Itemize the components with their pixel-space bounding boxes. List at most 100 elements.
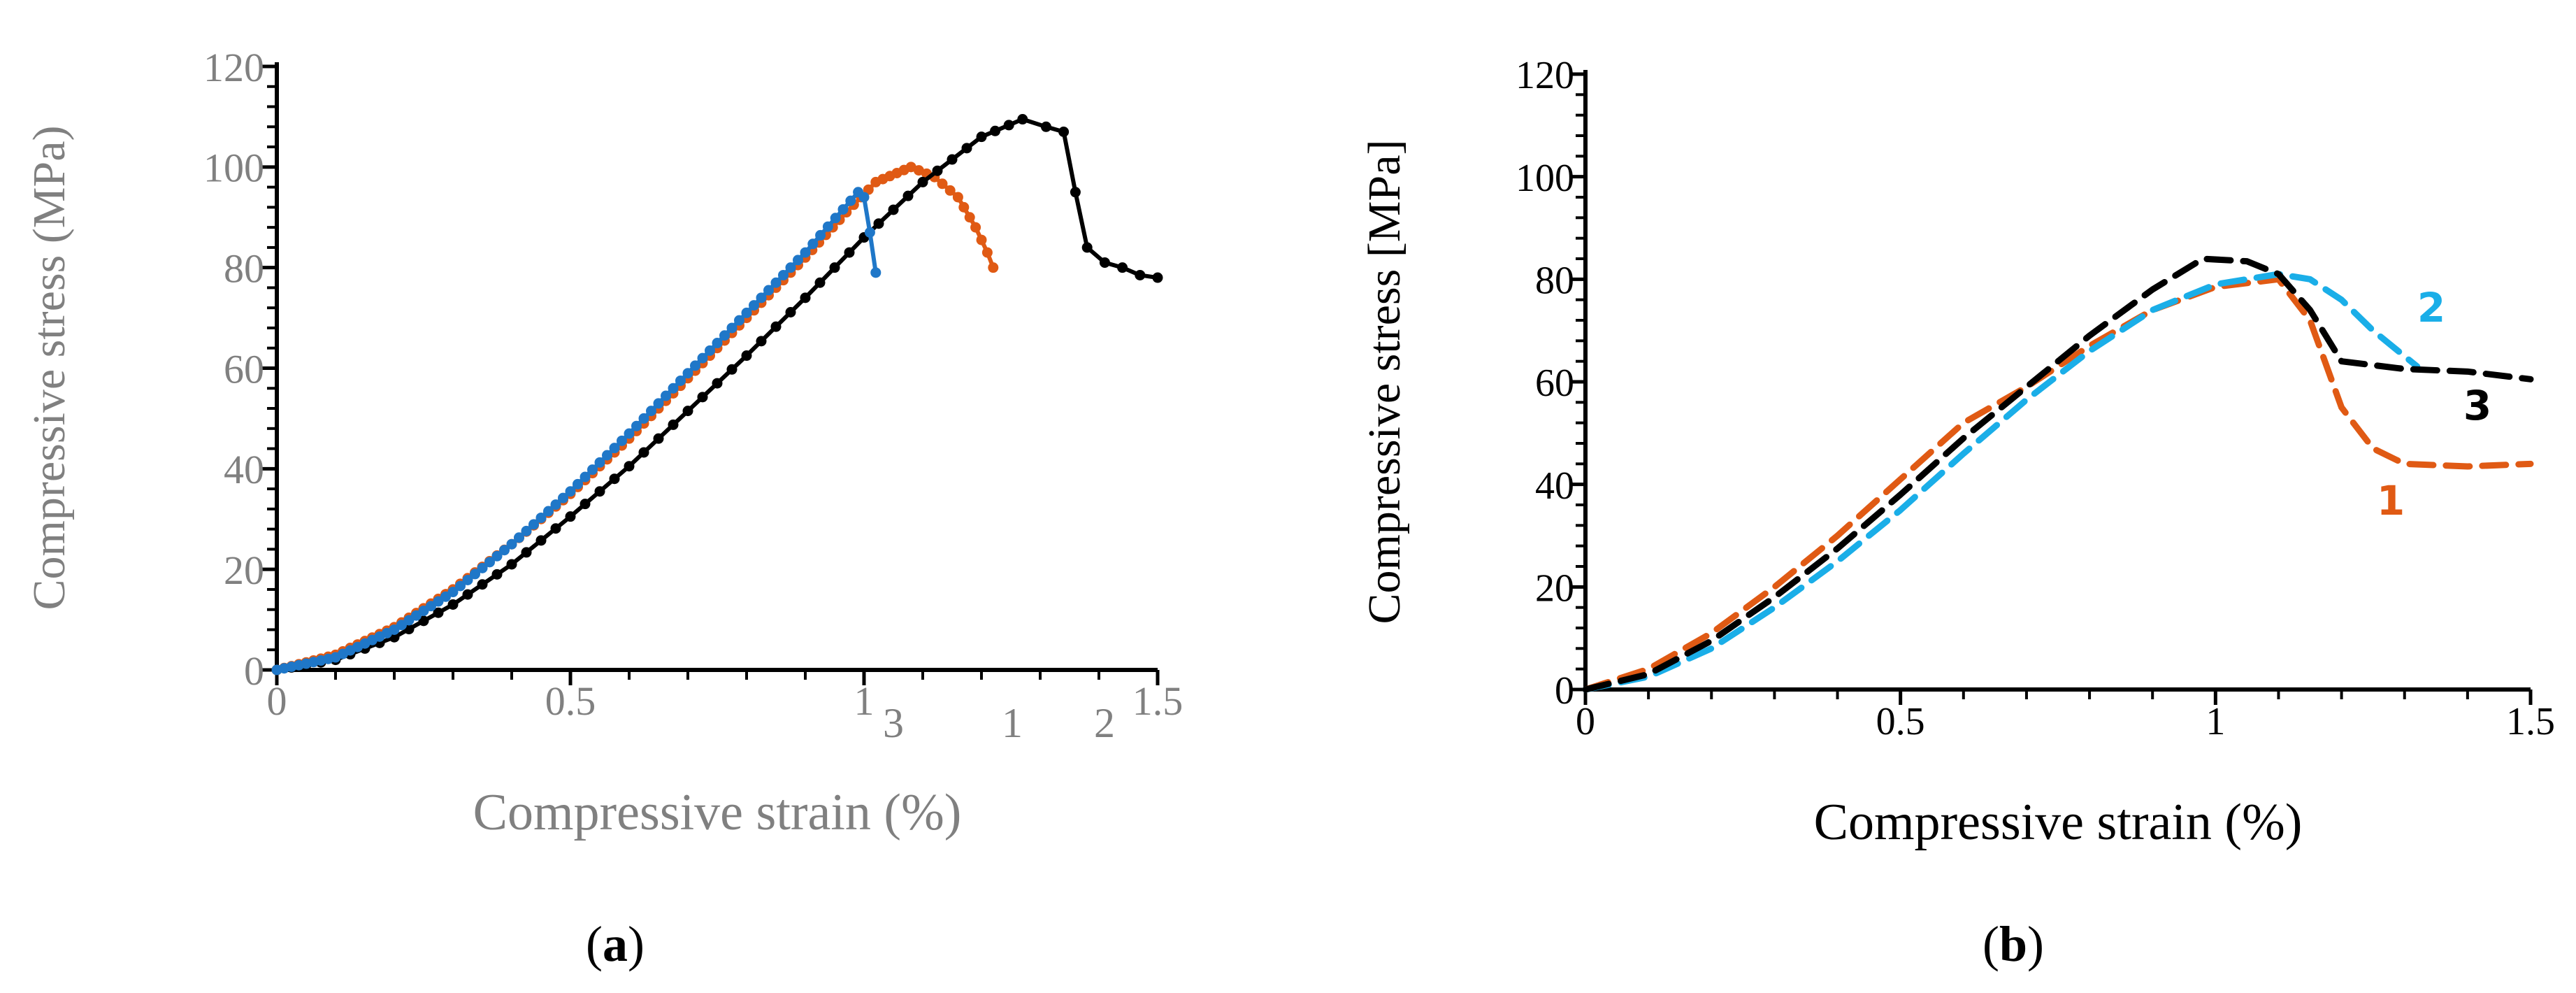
data-point-1	[944, 185, 956, 196]
panel-caption: (a)	[586, 916, 645, 972]
data-point-2	[829, 262, 840, 273]
data-point-3	[661, 390, 671, 401]
data-point-3	[594, 457, 605, 468]
data-point-2	[697, 392, 708, 403]
data-point-2	[1017, 114, 1028, 125]
data-point-3	[521, 525, 532, 536]
data-point-3	[491, 550, 503, 562]
data-point-1	[981, 247, 993, 258]
data-point-3	[800, 247, 811, 258]
data-point-3	[778, 269, 789, 280]
data-point-3	[470, 569, 480, 580]
data-point-3	[580, 471, 591, 483]
series-label-1: 1	[1002, 700, 1023, 746]
data-point-3	[462, 574, 473, 585]
data-point-3	[734, 315, 744, 326]
data-point-2	[976, 131, 987, 143]
data-point-3	[697, 352, 708, 364]
data-point-2	[609, 473, 620, 485]
data-point-2	[785, 306, 796, 317]
data-point-3	[646, 406, 656, 417]
y-tick-label: 60	[1535, 362, 1574, 405]
data-point-3	[609, 443, 620, 454]
caption-letter: a	[603, 916, 628, 972]
data-point-3	[624, 428, 635, 439]
data-point-2	[580, 499, 591, 510]
panel-a: 0 20 40 60 80 100 120 0 0.5 1 1.5 Compressive strai…	[24, 45, 1183, 972]
x-axis-title: Compressive strain (%)	[473, 784, 962, 841]
data-point-3	[631, 420, 642, 431]
data-point-2	[1081, 242, 1093, 253]
data-point-3	[864, 227, 875, 238]
data-point-1	[913, 165, 924, 176]
data-point-3	[870, 267, 882, 278]
data-point-2	[726, 364, 737, 375]
caption-paren-close: )	[2027, 916, 2044, 972]
data-point-2	[433, 607, 444, 618]
data-point-1	[937, 178, 948, 190]
series-line-1	[1582, 276, 2534, 693]
data-point-2	[888, 204, 899, 215]
data-point-3	[653, 398, 664, 409]
data-point-3	[741, 307, 752, 318]
data-point-2	[1117, 262, 1128, 273]
x-tick-label: 0	[267, 678, 287, 724]
data-point-2	[917, 176, 928, 187]
y-axis-title: Compressive stress (MPa)	[24, 126, 75, 610]
data-point-3	[822, 221, 833, 232]
data-point-3	[793, 255, 803, 266]
series-line-2	[1582, 271, 2421, 693]
data-point-3	[484, 557, 495, 568]
data-point-2	[565, 511, 576, 522]
data-point-3	[455, 580, 466, 592]
data-point-3	[815, 229, 826, 241]
data-point-2	[814, 277, 826, 288]
data-point-3	[756, 292, 767, 303]
data-point-3	[682, 368, 693, 379]
data-point-1	[970, 222, 981, 233]
series-line-1	[275, 164, 995, 672]
y-tick-label: 60	[224, 346, 264, 392]
series-label-2: 2	[2417, 284, 2445, 331]
y-tick-label: 80	[1535, 259, 1574, 302]
data-point-2	[1003, 120, 1014, 131]
y-tick-label: 120	[1516, 54, 1574, 97]
x-tick-label: 1.5	[2506, 700, 2555, 743]
data-point-3	[550, 499, 561, 510]
data-point-2	[947, 154, 958, 165]
data-point-3	[858, 192, 870, 203]
data-point-2	[594, 486, 605, 497]
y-tick-label: 40	[224, 447, 264, 492]
data-point-3	[830, 213, 841, 224]
y-tick-label: 120	[203, 45, 264, 90]
data-point-2	[1135, 269, 1146, 280]
data-point-2	[535, 535, 547, 546]
y-tick-label: 100	[1516, 157, 1574, 200]
data-point-2	[873, 218, 884, 229]
data-point-1	[952, 192, 963, 203]
y-tick-label: 100	[203, 145, 264, 191]
data-point-3	[617, 435, 627, 446]
data-point-2	[1040, 121, 1051, 132]
data-point-3	[638, 413, 649, 424]
data-point-2	[990, 125, 1001, 136]
data-point-2	[1070, 187, 1081, 198]
data-point-3	[506, 538, 517, 550]
x-tick-label: 1	[854, 678, 875, 724]
data-point-2	[506, 559, 517, 570]
caption-paren-open: (	[586, 916, 603, 972]
data-point-2	[418, 615, 429, 627]
data-point-1	[964, 212, 975, 223]
data-point-2	[770, 321, 782, 332]
data-point-2	[756, 336, 767, 347]
data-point-2	[682, 406, 693, 417]
data-point-3	[573, 478, 583, 490]
x-tick-label: 0.5	[545, 678, 596, 724]
data-point-3	[770, 277, 782, 288]
series-label-1: 1	[2377, 477, 2405, 524]
data-point-3	[447, 587, 459, 598]
data-point-3	[705, 345, 715, 356]
panel-caption: (b)	[1983, 916, 2044, 972]
data-point-3	[712, 338, 723, 349]
